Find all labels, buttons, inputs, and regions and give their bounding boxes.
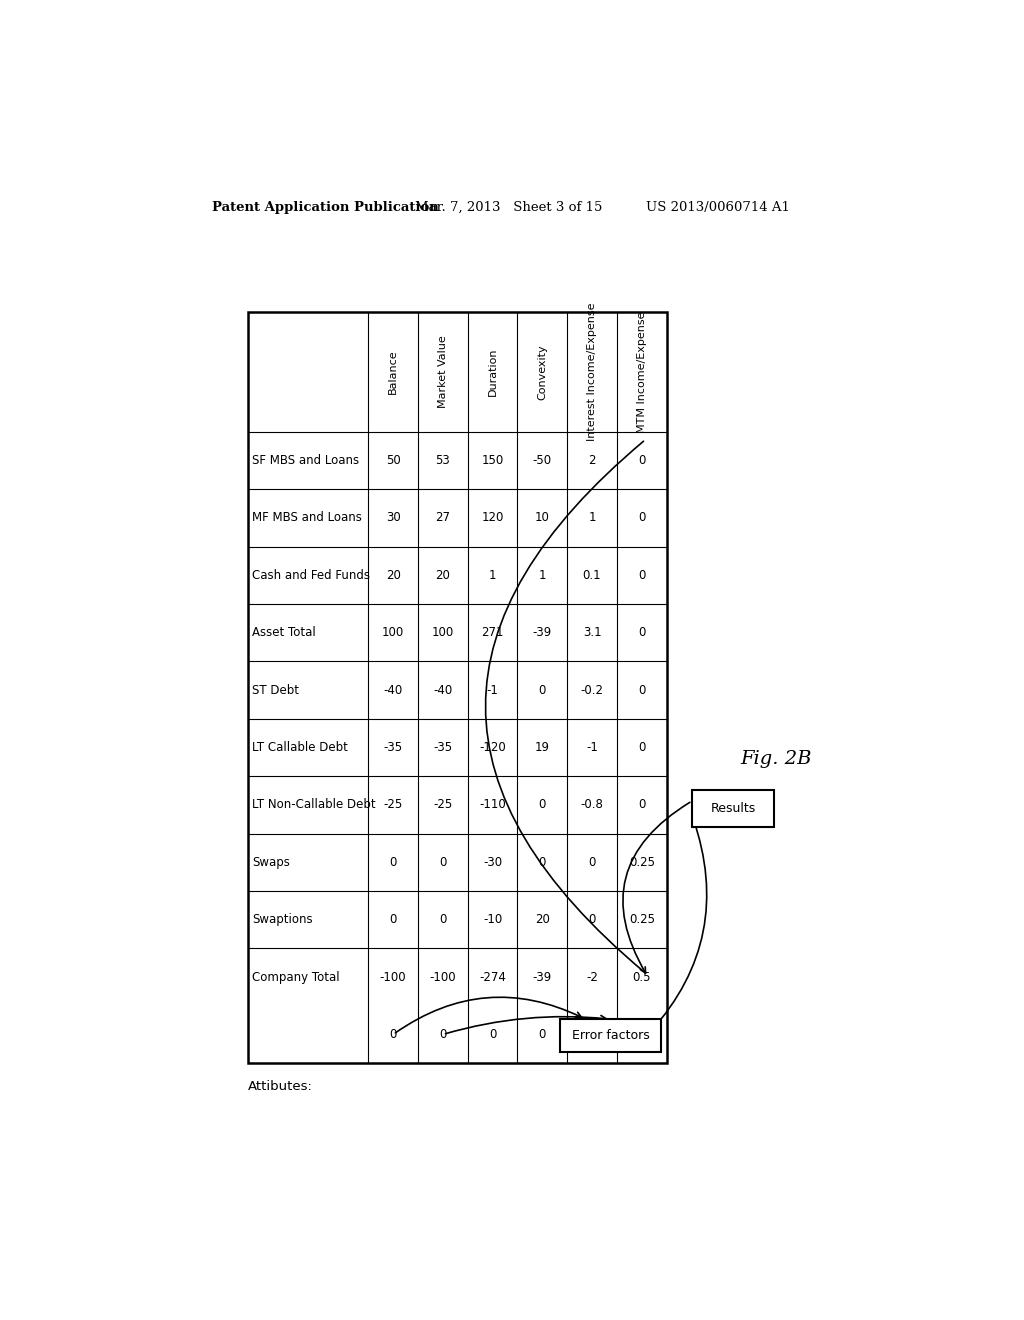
Text: Duration: Duration [487, 348, 498, 396]
Text: -39: -39 [532, 970, 552, 983]
Text: 0: 0 [638, 511, 645, 524]
Text: -50: -50 [532, 454, 552, 467]
Text: -120: -120 [479, 741, 506, 754]
Text: 53: 53 [435, 454, 451, 467]
Text: 0: 0 [638, 741, 645, 754]
Text: -110: -110 [479, 799, 506, 812]
Text: -25: -25 [384, 799, 402, 812]
Text: Fig. 2B: Fig. 2B [740, 750, 812, 768]
Text: 1: 1 [588, 511, 596, 524]
Text: 0: 0 [539, 684, 546, 697]
Text: 0: 0 [638, 569, 645, 582]
Text: MF MBS and Loans: MF MBS and Loans [252, 511, 361, 524]
Text: MTM Income/Expense: MTM Income/Expense [637, 312, 647, 433]
Text: Attibutes:: Attibutes: [248, 1080, 313, 1093]
Text: Asset Total: Asset Total [252, 626, 315, 639]
Text: 0: 0 [389, 855, 397, 869]
Text: -40: -40 [384, 684, 402, 697]
Text: 0: 0 [439, 1028, 446, 1041]
Text: 0.25: 0.25 [629, 855, 654, 869]
Text: LT Callable Debt: LT Callable Debt [252, 741, 348, 754]
Bar [692, 789, 773, 826]
Text: Balance: Balance [388, 350, 398, 395]
Text: -100: -100 [429, 970, 456, 983]
Text: 120: 120 [481, 511, 504, 524]
Text: 50: 50 [386, 454, 400, 467]
Text: 0.5: 0.5 [633, 970, 651, 983]
Text: 0: 0 [589, 1028, 596, 1041]
Text: -0.2: -0.2 [581, 684, 603, 697]
Text: -25: -25 [433, 799, 453, 812]
Text: 3.1: 3.1 [583, 626, 601, 639]
Text: -274: -274 [479, 970, 506, 983]
Text: 0: 0 [539, 799, 546, 812]
Text: 0: 0 [638, 684, 645, 697]
Text: 0: 0 [439, 913, 446, 927]
Text: 0: 0 [389, 913, 397, 927]
Text: -39: -39 [532, 626, 552, 639]
Text: Market Value: Market Value [438, 335, 447, 408]
Bar [560, 1019, 662, 1052]
Text: 0: 0 [488, 1028, 497, 1041]
Text: -2: -2 [586, 970, 598, 983]
Text: 0: 0 [589, 855, 596, 869]
Text: -35: -35 [433, 741, 453, 754]
Text: Company Total: Company Total [252, 970, 340, 983]
Text: -30: -30 [483, 855, 502, 869]
Text: 27: 27 [435, 511, 451, 524]
Text: SF MBS and Loans: SF MBS and Loans [252, 454, 359, 467]
Text: 0: 0 [539, 1028, 546, 1041]
Text: 0: 0 [638, 626, 645, 639]
Text: Patent Application Publication: Patent Application Publication [212, 201, 438, 214]
Text: -40: -40 [433, 684, 453, 697]
Text: 1: 1 [488, 569, 497, 582]
Text: Interest Income/Expense: Interest Income/Expense [587, 302, 597, 441]
Text: 0: 0 [638, 454, 645, 467]
Text: 0.25: 0.25 [629, 913, 654, 927]
Text: 100: 100 [382, 626, 404, 639]
Text: 2: 2 [588, 454, 596, 467]
Text: 0: 0 [589, 913, 596, 927]
Text: 1.1: 1.1 [633, 1028, 651, 1041]
Text: 20: 20 [435, 569, 451, 582]
Text: 20: 20 [535, 913, 550, 927]
Bar [248, 313, 667, 1063]
Text: Swaptions: Swaptions [252, 913, 312, 927]
Text: 1: 1 [539, 569, 546, 582]
Text: Swaps: Swaps [252, 855, 290, 869]
Text: -1: -1 [486, 684, 499, 697]
Text: ST Debt: ST Debt [252, 684, 299, 697]
Text: 150: 150 [481, 454, 504, 467]
Text: 100: 100 [432, 626, 454, 639]
Text: -100: -100 [380, 970, 407, 983]
Text: Error factors: Error factors [572, 1028, 649, 1041]
Text: 19: 19 [535, 741, 550, 754]
Text: 0: 0 [389, 1028, 397, 1041]
Text: 0: 0 [539, 855, 546, 869]
Text: -0.8: -0.8 [581, 799, 603, 812]
Text: 271: 271 [481, 626, 504, 639]
Text: 0.1: 0.1 [583, 569, 601, 582]
Text: Convexity: Convexity [538, 345, 547, 400]
Text: 30: 30 [386, 511, 400, 524]
Text: 10: 10 [535, 511, 550, 524]
Text: Results: Results [711, 801, 756, 814]
Text: Cash and Fed Funds: Cash and Fed Funds [252, 569, 370, 582]
Text: US 2013/0060714 A1: US 2013/0060714 A1 [646, 201, 790, 214]
Text: Mar. 7, 2013   Sheet 3 of 15: Mar. 7, 2013 Sheet 3 of 15 [415, 201, 602, 214]
Text: -1: -1 [586, 741, 598, 754]
Text: 0: 0 [638, 799, 645, 812]
Text: 20: 20 [386, 569, 400, 582]
Text: -35: -35 [384, 741, 402, 754]
Text: LT Non-Callable Debt: LT Non-Callable Debt [252, 799, 376, 812]
Text: 0: 0 [439, 855, 446, 869]
Text: -10: -10 [483, 913, 502, 927]
